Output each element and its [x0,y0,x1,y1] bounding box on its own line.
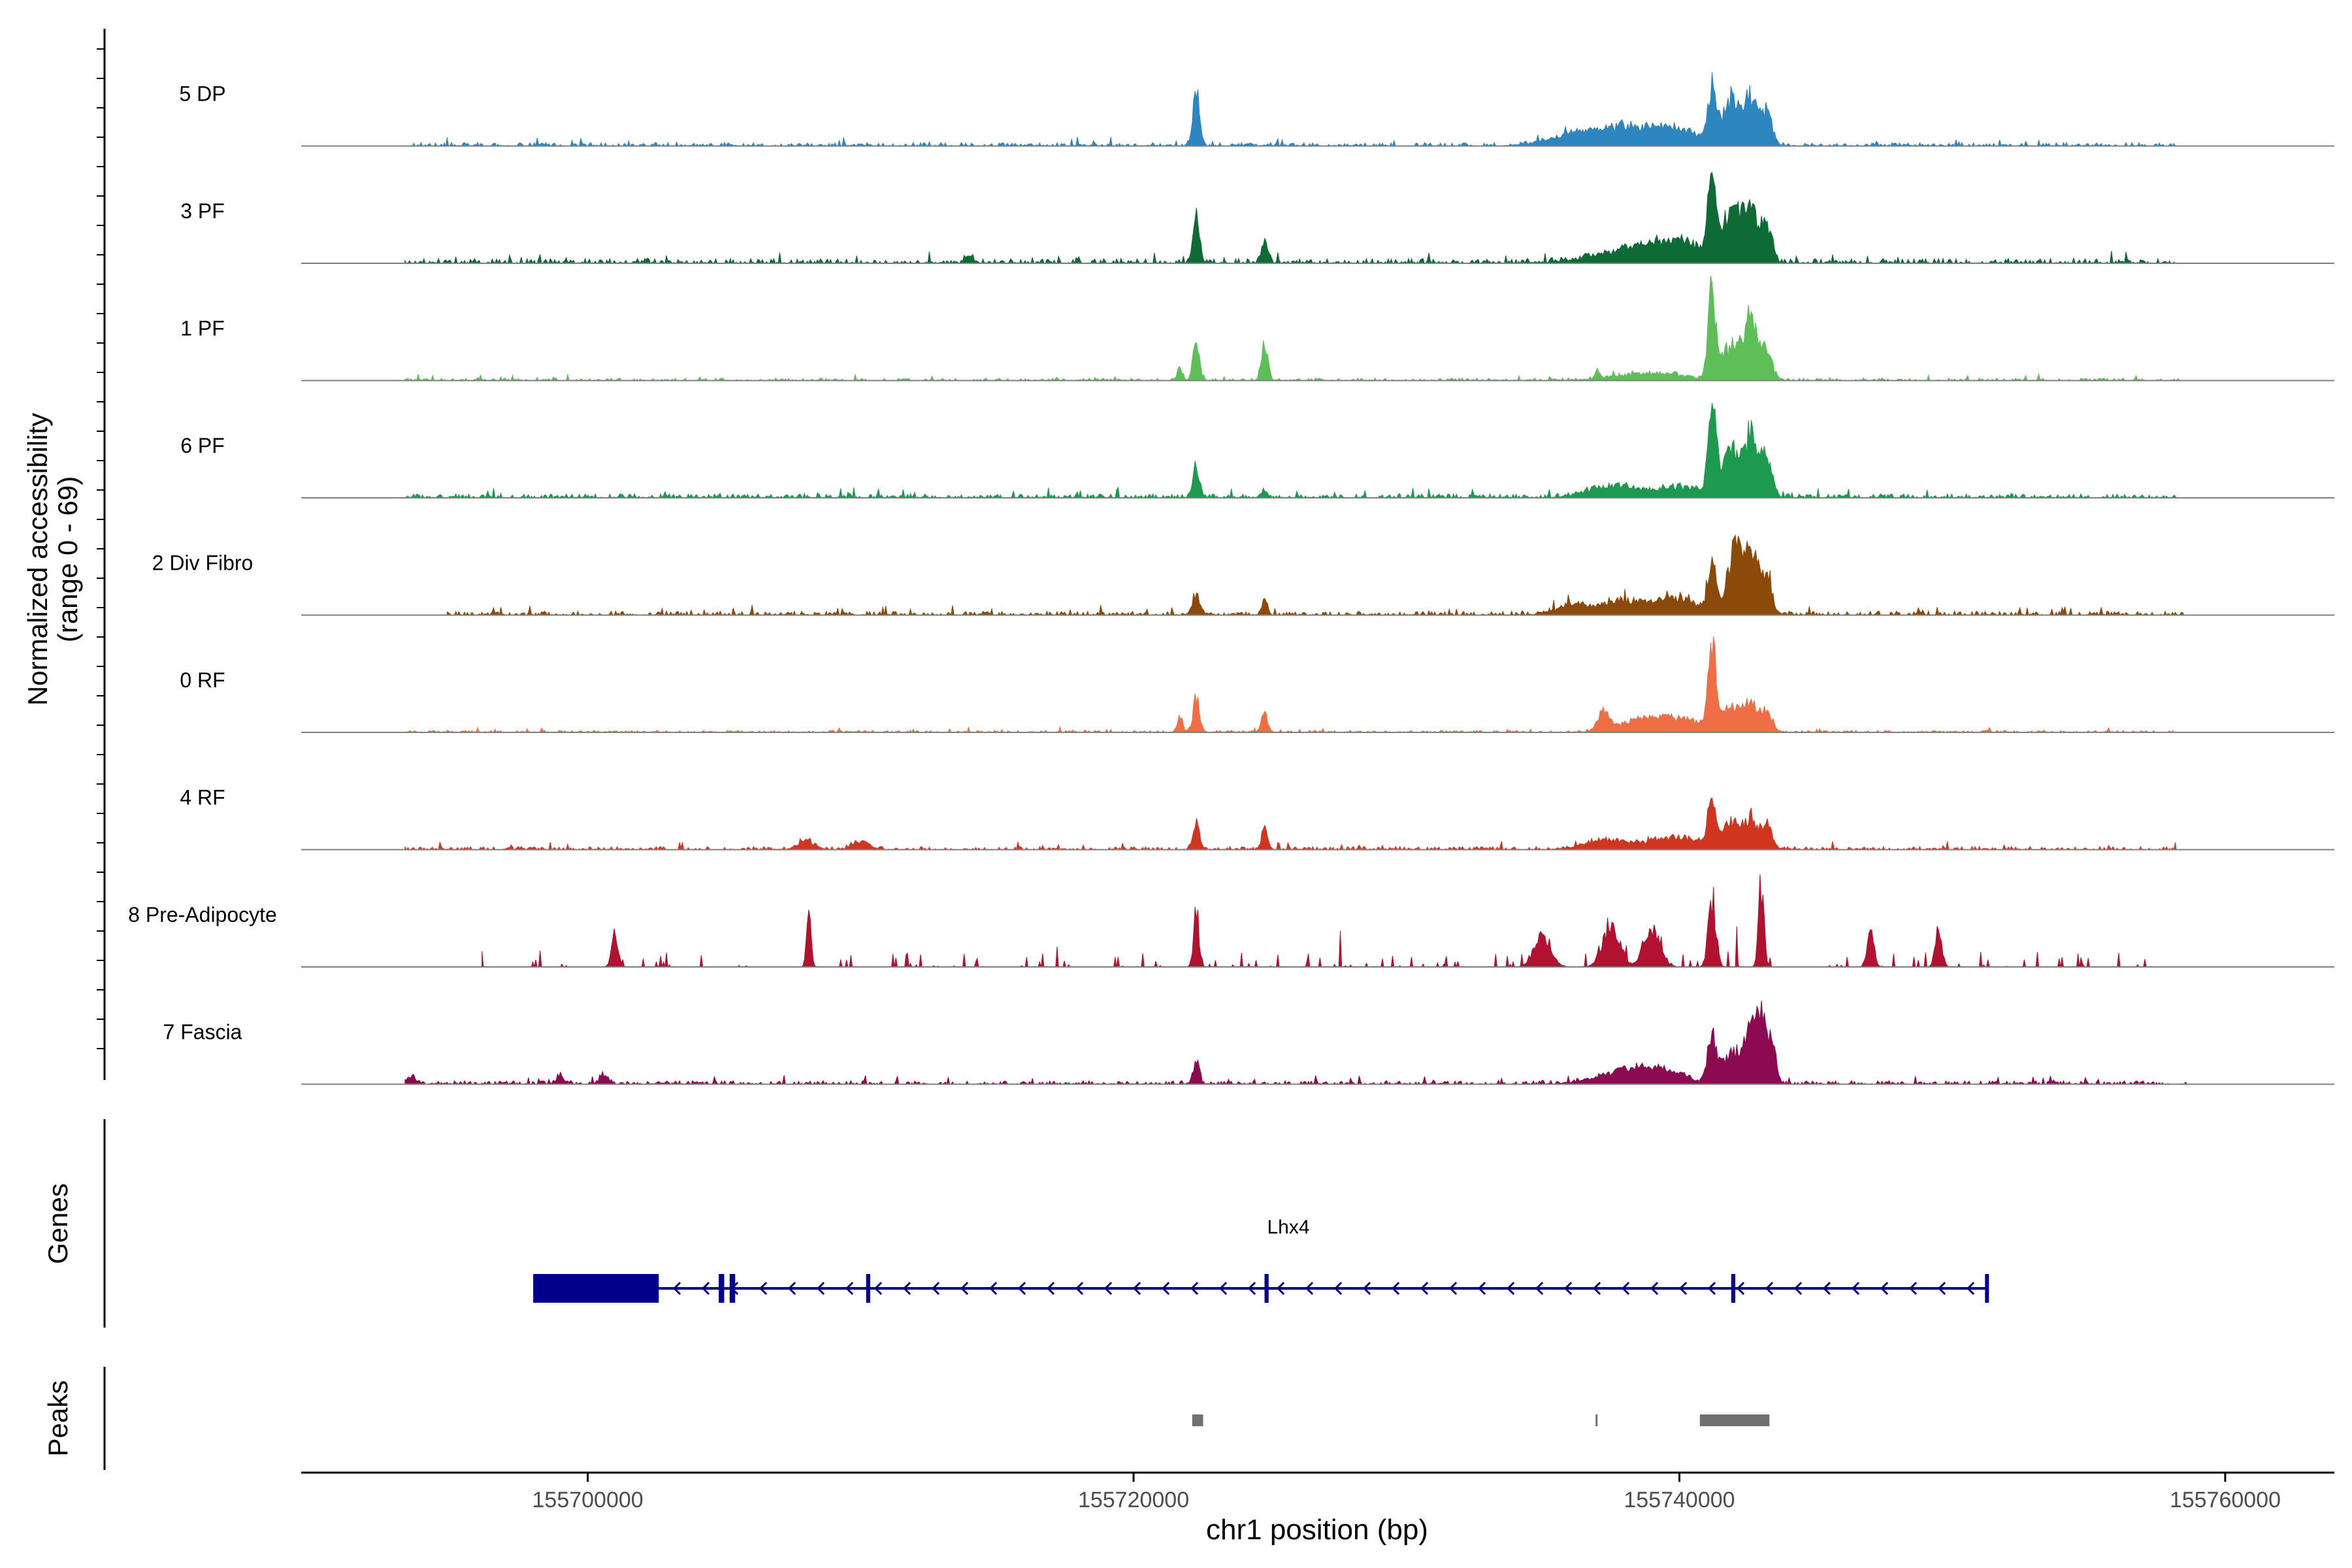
gene-strand-arrow [988,1281,998,1296]
gene-exon [729,1274,736,1303]
gene-strand-arrow [1851,1281,1860,1296]
gene-strand-arrow [1247,1281,1256,1296]
gene-strand-arrow [1621,1281,1630,1296]
gene-strand-arrow [787,1281,796,1296]
gene-strand-arrow [1046,1281,1055,1296]
track-label: 7 Fascia [163,1021,242,1044]
gene-strand-arrow [1563,1281,1573,1296]
gene-strand-arrow [759,1281,768,1296]
gene-strand-arrow [1880,1281,1889,1296]
coverage-tracks: 5 DP 3 PF 1 PF 6 PF 2 Div Fibro 0 RF 4 RF 8 Pre… [128,72,2334,1086]
gene-strand-arrow [960,1281,969,1296]
gene-strand-arrow [816,1281,825,1296]
coverage-y-axis [97,29,106,1080]
track-label: 3 PF [180,199,225,223]
gene-strand-arrow [1937,1281,1946,1296]
gene-exon [866,1274,870,1303]
peak-region [1595,1414,1598,1426]
coverage-track: 5 DP [179,72,2334,148]
coverage-track: 7 Fascia [163,1000,2334,1086]
gene-exon [533,1274,659,1303]
gene-strand-arrow [1391,1281,1400,1296]
gene-strand-arrow [1765,1281,1774,1296]
x-axis-ticks: 155700000 155720000 155740000 155760000 [532,1473,2281,1512]
track-coverage-area [404,402,2177,499]
x-tick-label: 155740000 [1624,1488,1735,1512]
coverage-track: 0 RF [180,636,2334,734]
track-coverage-area [404,275,2187,382]
track-label: 1 PF [180,317,225,340]
gene-exon [1985,1274,1989,1303]
gene-exon [1731,1274,1736,1303]
gene-strand-arrow [1218,1281,1228,1296]
gene-strand-arrow [672,1281,681,1296]
coverage-track: 1 PF [180,275,2334,382]
gene-strand-arrow [874,1281,883,1296]
gene-strand-arrow [1592,1281,1601,1296]
peak-region [1699,1414,1770,1426]
gene-strand-arrow [1678,1281,1688,1296]
track-coverage-area [410,72,2176,148]
y-axis-label-line1: Normalized accessibility [22,413,53,706]
x-tick-label: 155700000 [532,1488,644,1512]
gene-strand-arrow [1362,1281,1371,1296]
gene-strand-arrow [1535,1281,1544,1296]
x-axis-title: chr1 position (bp) [1206,1514,1428,1546]
gene-strand-arrow [1822,1281,1831,1296]
gene-strand-arrow [1132,1281,1141,1296]
gene-strand-arrow [1736,1281,1745,1296]
gene-strand-arrow [1908,1281,1918,1296]
gene-strand-arrow [1506,1281,1515,1296]
peaks-panel-label: Peaks [42,1380,73,1457]
gene-strand-arrow [845,1281,854,1296]
track-coverage-area [404,1000,2187,1086]
gene-strand-arrow [1276,1281,1285,1296]
gene-strand-arrow [1305,1281,1314,1296]
coverage-track: 4 RF [180,786,2334,851]
gene-strand-arrow [1017,1281,1026,1296]
gene-strand-arrow [1420,1281,1429,1296]
gene-model-lhx4 [533,1274,1989,1303]
gene-exon [719,1274,725,1303]
gene-strand-arrow [1477,1281,1486,1296]
peak-regions [1192,1414,1770,1426]
gene-strand-arrow [701,1281,710,1296]
track-coverage-area [482,874,2152,968]
gene-strand-arrow [1103,1281,1113,1296]
track-coverage-area [404,171,2176,265]
gene-strand-arrow [1966,1281,1975,1296]
x-tick-label: 155760000 [2170,1488,2281,1512]
gene-strand-arrow [931,1281,940,1296]
coverage-track: 2 Div Fibro [152,534,2334,617]
track-label: 4 RF [180,786,225,809]
coverage-y-ticks [97,48,105,1049]
gene-exon [1264,1274,1269,1303]
track-label: 0 RF [180,668,225,692]
genes-panel-label: Genes [42,1183,73,1264]
gene-strand-arrow [1650,1281,1659,1296]
x-tick-label: 155720000 [1078,1488,1189,1512]
gene-strand-arrow [1707,1281,1716,1296]
coverage-track: 8 Pre-Adipocyte [128,874,2334,968]
gene-strand-arrow [1161,1281,1170,1296]
track-coverage-area [446,534,2187,617]
track-coverage-area [404,636,2176,734]
gene-strand-arrow [1448,1281,1458,1296]
track-label: 8 Pre-Adipocyte [128,903,277,926]
y-axis-label-line2: (range 0 - 69) [52,476,83,642]
coverage-track: 3 PF [180,171,2334,265]
gene-strand-arrow [1075,1281,1084,1296]
track-label: 5 DP [179,82,225,106]
coverage-track: 6 PF [180,402,2334,499]
peak-region [1192,1414,1203,1426]
track-coverage-area [404,797,2177,851]
gene-strand-arrow [1333,1281,1343,1296]
gene-strand-arrow [1793,1281,1803,1296]
track-label: 6 PF [180,434,225,457]
gene-name-label: Lhx4 [1267,1217,1309,1238]
track-label: 2 Div Fibro [152,551,253,575]
gene-strand-arrow [902,1281,911,1296]
gene-strand-arrow [1190,1281,1199,1296]
